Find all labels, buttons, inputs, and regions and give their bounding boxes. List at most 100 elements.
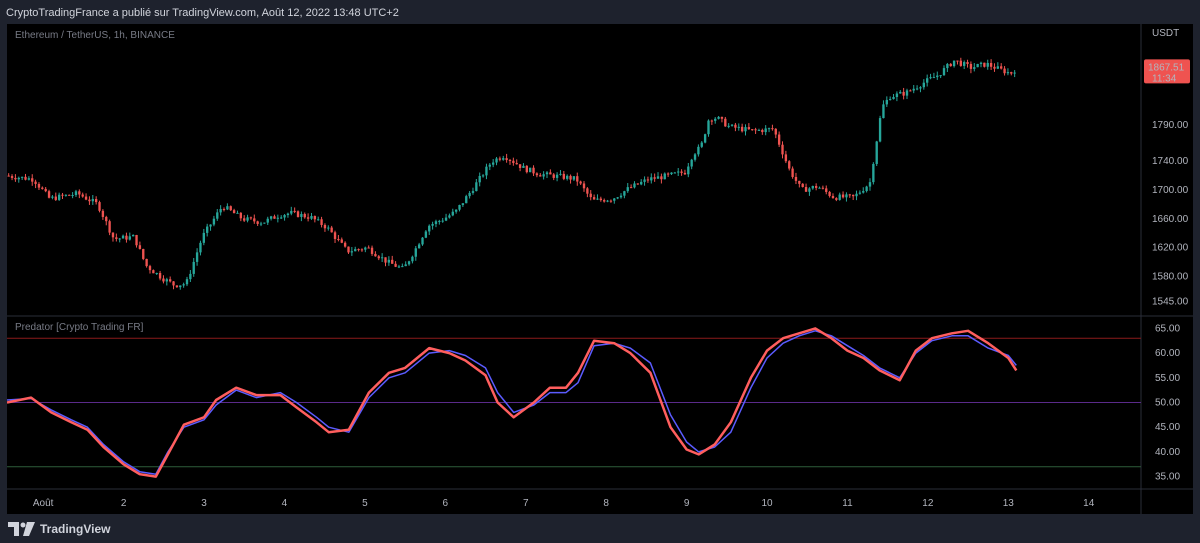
candle-body [693,154,697,160]
candle-body [959,60,963,66]
candle-body [357,249,360,251]
candle-body [182,284,185,286]
candle-body [1000,66,1003,69]
candle-body [330,227,333,233]
candle-body [539,175,542,177]
candle-body [438,220,441,222]
candle-body [313,216,317,220]
candle-body [105,216,108,222]
candle-body [431,223,434,226]
candle-body [417,244,421,249]
candle-body [508,160,512,162]
candle-body [808,188,811,192]
attribution-bar: CryptoTradingFrance a publié sur Trading… [0,0,1200,24]
currency-label: USDT [1152,28,1179,39]
candle-body [131,234,135,237]
candle-body [491,162,495,165]
candle-body [650,177,653,181]
candle-body [1006,72,1010,74]
candle-body [148,266,152,271]
candle-body [20,176,24,178]
candle-body [158,272,162,279]
candle-body [327,227,330,229]
candle-body [882,104,885,119]
candle-body [862,191,865,193]
candle-body [919,87,922,89]
price-tick-label: 1740.00 [1152,156,1189,167]
candle-body [535,173,539,176]
candle-body [683,172,687,175]
candle-body [532,167,535,174]
candle-body [24,176,27,180]
candle-body [98,202,101,211]
candle-body [306,217,310,219]
candle-body [993,66,996,69]
candle-body [767,128,771,130]
candle-body [239,212,243,219]
indicator-tick-label: 45.00 [1155,422,1180,433]
candle-body [831,195,835,199]
candle-body [259,223,263,225]
predator-line [7,327,1018,478]
candle-body [434,221,438,224]
candle-body [155,272,158,274]
candle-body [290,210,293,214]
price-tick-label: 1700.00 [1152,185,1189,196]
candle-body [199,242,202,253]
candle-body [101,210,105,217]
candle-body [710,120,714,122]
candle-body [54,196,57,200]
candle-body [458,204,461,210]
candle-body [845,194,848,198]
candle-body [253,218,256,222]
candle-body [727,125,730,127]
candle-body [64,194,68,196]
candle-body [401,266,404,268]
chart-area[interactable]: Ethereum / TetherUS, 1h, BINANCE Predator… [7,24,1193,514]
candle-body [629,187,633,189]
candle-body [31,178,34,182]
time-tick-label: 8 [603,498,609,509]
candle-body [720,116,724,119]
candle-body [175,285,179,288]
candle-body [747,127,751,130]
candle-body [868,182,872,187]
candle-body [522,165,525,168]
price-tick-label: 1580.00 [1152,271,1189,282]
candle-body [892,97,895,100]
candle-body [286,213,290,216]
candle-body [424,231,428,238]
candle-body [912,88,915,91]
candle-body [441,220,444,222]
indicator-tick-label: 35.00 [1155,472,1180,483]
candle-body [936,75,939,78]
candle-body [528,167,532,173]
candle-body [232,210,236,214]
candle-body [293,210,296,212]
candle-body [478,175,481,183]
candle-body [905,90,909,96]
candle-body [370,247,374,254]
candle-body [246,217,249,221]
candle-body [121,235,125,239]
candle-body [801,183,804,188]
candle-body [515,162,518,165]
candle-body [448,215,451,218]
candle-body [774,128,777,135]
candle-body [71,195,74,197]
candle-body [498,158,502,160]
candle-body [380,257,384,259]
candle-body [670,172,673,175]
candle-body [236,212,239,214]
candle-body [828,191,831,196]
candle-body [88,199,91,202]
chart-svg[interactable]: Ethereum / TetherUS, 1h, BINANCE Predator… [7,24,1193,514]
candle-body [347,246,350,253]
indicator-tick-label: 60.00 [1155,348,1180,359]
candle-body [821,187,825,189]
candle-body [84,196,88,200]
candle-body [296,211,300,217]
time-tick-label: 7 [523,498,529,509]
candle-body [848,194,851,196]
candle-body [983,62,986,67]
